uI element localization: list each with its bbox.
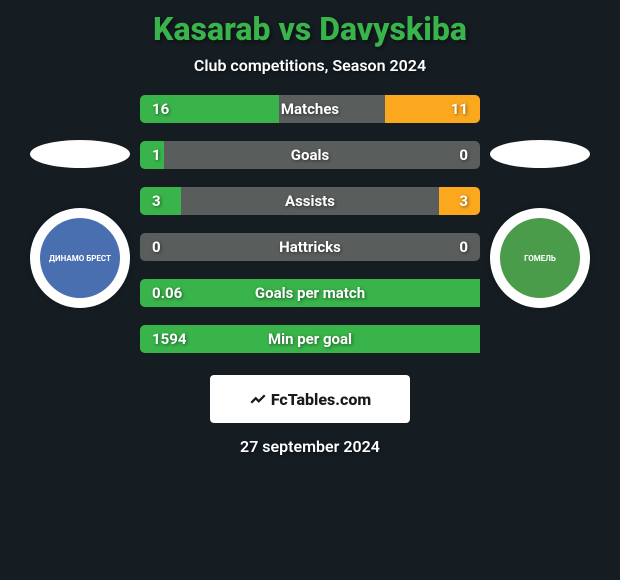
stat-bar: 0 Hattricks 0 — [140, 233, 480, 261]
right-club-logo-inner: ГОМЕЛЬ — [500, 218, 580, 298]
stat-value-right: 0 — [459, 146, 468, 164]
main-row: ДИНАМО БРЕСТ 16Matches111Goals03Assists3… — [0, 95, 620, 353]
left-player-silhouette — [30, 140, 130, 168]
stat-label: Min per goal — [268, 330, 352, 348]
stat-value-left: 0 — [152, 238, 161, 256]
stat-value-left: 1594 — [152, 330, 186, 348]
stat-label: Goals per match — [255, 284, 365, 302]
right-player-silhouette — [490, 140, 590, 168]
page-subtitle: Club competitions, Season 2024 — [0, 56, 620, 75]
right-club-logo: ГОМЕЛЬ — [490, 208, 590, 308]
stat-label: Hattricks — [279, 238, 341, 256]
footer-badge-text: FcTables.com — [271, 390, 371, 409]
stat-bar: 1594 Min per goal — [140, 325, 480, 353]
stat-label: Assists — [285, 192, 335, 210]
footer-date: 27 september 2024 — [0, 437, 620, 456]
stat-label: Goals — [291, 146, 329, 164]
footer-badge: FcTables.com — [210, 375, 410, 423]
stat-value-right: 3 — [459, 192, 468, 210]
chart-icon — [249, 390, 267, 408]
stat-value-left: 0.06 — [152, 284, 182, 302]
left-player-column: ДИНАМО БРЕСТ — [20, 140, 140, 308]
stat-bar: 16 Matches 11 — [140, 95, 480, 123]
infographic-container: Kasarab vs Davyskiba Club competitions, … — [0, 0, 620, 580]
stat-label: Matches — [281, 100, 339, 118]
page-title: Kasarab vs Davyskiba — [0, 10, 620, 48]
stats-bars: 16Matches111Goals03Assists30Hattricks00.… — [140, 95, 480, 353]
stat-value-right: 0 — [459, 238, 468, 256]
stat-value-left: 1 — [152, 146, 161, 164]
stat-value-left: 16 — [152, 100, 169, 118]
stat-bar: 3 Assists 3 — [140, 187, 480, 215]
stat-bar: 0.06 Goals per match — [140, 279, 480, 307]
left-club-logo-inner: ДИНАМО БРЕСТ — [40, 218, 120, 298]
left-club-logo: ДИНАМО БРЕСТ — [30, 208, 130, 308]
stat-value-right: 11 — [451, 100, 468, 118]
stat-bar: 1 Goals 0 — [140, 141, 480, 169]
stat-value-left: 3 — [152, 192, 161, 210]
right-player-column: ГОМЕЛЬ — [480, 140, 600, 308]
